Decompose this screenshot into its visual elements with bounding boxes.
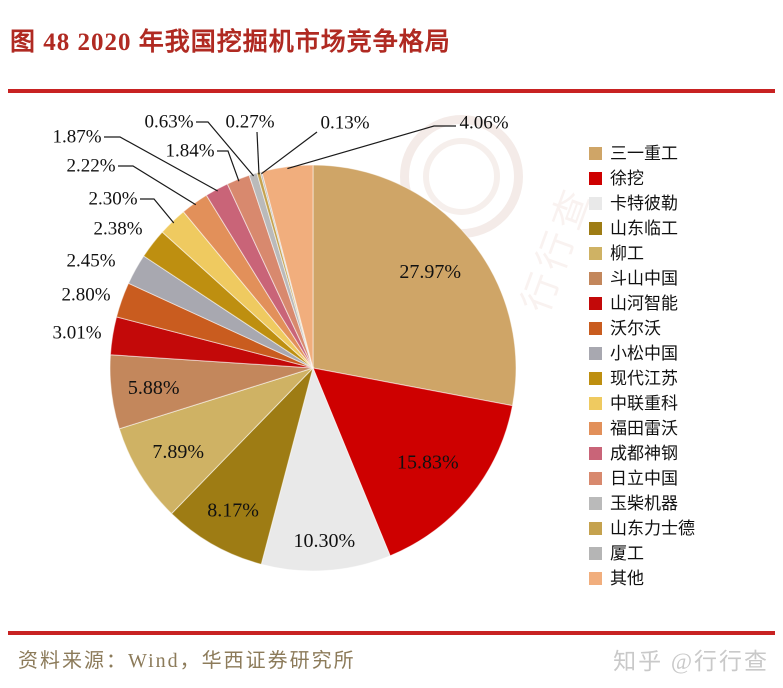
legend-item-11: 福田雷沃 bbox=[589, 416, 695, 441]
legend-label: 山河智能 bbox=[610, 294, 678, 313]
legend-swatch-icon bbox=[589, 322, 602, 335]
pie-slice-0 bbox=[312, 164, 517, 407]
legend-swatch-icon bbox=[589, 372, 602, 385]
legend-swatch-icon bbox=[589, 522, 602, 535]
slice-label-中联重科: 2.30% bbox=[88, 189, 137, 210]
leader-line-福田雷沃 bbox=[118, 165, 197, 206]
legend-label: 小松中国 bbox=[610, 344, 678, 363]
slice-label-徐挖: 15.83% bbox=[397, 452, 459, 474]
credit-watermark: 知乎 @行行查 bbox=[613, 649, 769, 674]
legend-swatch-icon bbox=[589, 272, 602, 285]
source-note: 资料来源：Wind，华西证券研究所 bbox=[18, 650, 356, 672]
legend-item-6: 山河智能 bbox=[589, 291, 695, 316]
leader-line-日立中国 bbox=[217, 150, 240, 182]
legend-item-17: 其他 bbox=[589, 566, 695, 591]
legend-label: 福田雷沃 bbox=[610, 419, 678, 438]
legend-label: 山东力士德 bbox=[610, 519, 695, 538]
legend-swatch-icon bbox=[589, 572, 602, 585]
figure-title: 图 48 2020 年我国挖掘机市场竞争格局 bbox=[10, 29, 451, 56]
legend-label: 沃尔沃 bbox=[610, 319, 661, 338]
legend-swatch-icon bbox=[589, 447, 602, 460]
top-divider bbox=[8, 89, 775, 93]
slice-label-山东临工: 8.17% bbox=[207, 499, 259, 521]
leader-line-其他 bbox=[287, 125, 456, 170]
legend-item-10: 中联重科 bbox=[589, 391, 695, 416]
legend-label: 山东临工 bbox=[610, 219, 678, 238]
legend-item-1: 徐挖 bbox=[589, 166, 695, 191]
leader-line-厦工 bbox=[261, 131, 318, 175]
slice-label-其他: 4.06% bbox=[459, 113, 508, 134]
legend-swatch-icon bbox=[589, 547, 602, 560]
slice-label-卡特彼勒: 10.30% bbox=[294, 530, 356, 552]
legend-item-2: 卡特彼勒 bbox=[589, 191, 695, 216]
slice-label-福田雷沃: 2.22% bbox=[66, 156, 115, 177]
leader-line-中联重科 bbox=[140, 198, 175, 224]
legend-label: 厦工 bbox=[610, 544, 644, 563]
legend-swatch-icon bbox=[589, 222, 602, 235]
legend-swatch-icon bbox=[589, 197, 602, 210]
slice-label-玉柴机器: 0.63% bbox=[144, 112, 193, 133]
chart-legend: 三一重工徐挖卡特彼勒山东临工柳工斗山中国山河智能沃尔沃小松中国现代江苏中联重科福… bbox=[589, 141, 695, 591]
bottom-divider bbox=[8, 631, 775, 635]
legend-label: 现代江苏 bbox=[610, 369, 678, 388]
legend-label: 成都神钢 bbox=[610, 444, 678, 463]
slice-label-山东力士德: 0.27% bbox=[225, 112, 274, 133]
pie-slice-1 bbox=[312, 367, 514, 557]
legend-swatch-icon bbox=[589, 247, 602, 260]
slice-label-现代江苏: 2.38% bbox=[93, 219, 142, 240]
slice-label-山河智能: 3.01% bbox=[52, 323, 101, 344]
legend-item-14: 玉柴机器 bbox=[589, 491, 695, 516]
slice-label-日立中国: 1.84% bbox=[165, 141, 214, 162]
legend-item-0: 三一重工 bbox=[589, 141, 695, 166]
legend-label: 玉柴机器 bbox=[610, 494, 678, 513]
legend-label: 卡特彼勒 bbox=[610, 194, 678, 213]
legend-label: 中联重科 bbox=[610, 394, 678, 413]
legend-item-4: 柳工 bbox=[589, 241, 695, 266]
pie-slice-4 bbox=[118, 367, 314, 515]
slice-label-小松中国: 2.45% bbox=[66, 251, 115, 272]
legend-label: 徐挖 bbox=[610, 169, 644, 188]
slice-label-三一重工: 27.97% bbox=[399, 261, 461, 283]
legend-swatch-icon bbox=[589, 497, 602, 510]
slice-label-沃尔沃: 2.80% bbox=[61, 285, 110, 306]
legend-item-13: 日立中国 bbox=[589, 466, 695, 491]
pie-slice-3 bbox=[170, 366, 314, 565]
legend-item-3: 山东临工 bbox=[589, 216, 695, 241]
slice-label-厦工: 0.13% bbox=[320, 113, 369, 134]
legend-item-16: 厦工 bbox=[589, 541, 695, 566]
legend-item-8: 小松中国 bbox=[589, 341, 695, 366]
slice-label-成都神钢: 1.87% bbox=[52, 127, 101, 148]
legend-label: 日立中国 bbox=[610, 469, 678, 488]
leader-line-山东力士德 bbox=[256, 131, 260, 175]
slice-label-斗山中国: 5.88% bbox=[128, 377, 180, 399]
legend-swatch-icon bbox=[589, 347, 602, 360]
legend-swatch-icon bbox=[589, 422, 602, 435]
legend-item-15: 山东力士德 bbox=[589, 516, 695, 541]
legend-item-5: 斗山中国 bbox=[589, 266, 695, 291]
leader-line-玉柴机器 bbox=[196, 121, 255, 177]
legend-item-12: 成都神钢 bbox=[589, 441, 695, 466]
legend-swatch-icon bbox=[589, 172, 602, 185]
legend-label: 三一重工 bbox=[610, 144, 678, 163]
legend-swatch-icon bbox=[589, 297, 602, 310]
legend-swatch-icon bbox=[589, 397, 602, 410]
legend-swatch-icon bbox=[589, 472, 602, 485]
pie-slice-17 bbox=[261, 164, 314, 369]
legend-label: 柳工 bbox=[610, 244, 644, 263]
legend-item-7: 沃尔沃 bbox=[589, 316, 695, 341]
leader-line-成都神钢 bbox=[104, 136, 218, 192]
legend-label: 斗山中国 bbox=[610, 269, 678, 288]
legend-label: 其他 bbox=[610, 569, 644, 588]
legend-swatch-icon bbox=[589, 147, 602, 160]
pie-slice-2 bbox=[260, 366, 391, 572]
legend-item-9: 现代江苏 bbox=[589, 366, 695, 391]
slice-label-柳工: 7.89% bbox=[152, 441, 204, 463]
